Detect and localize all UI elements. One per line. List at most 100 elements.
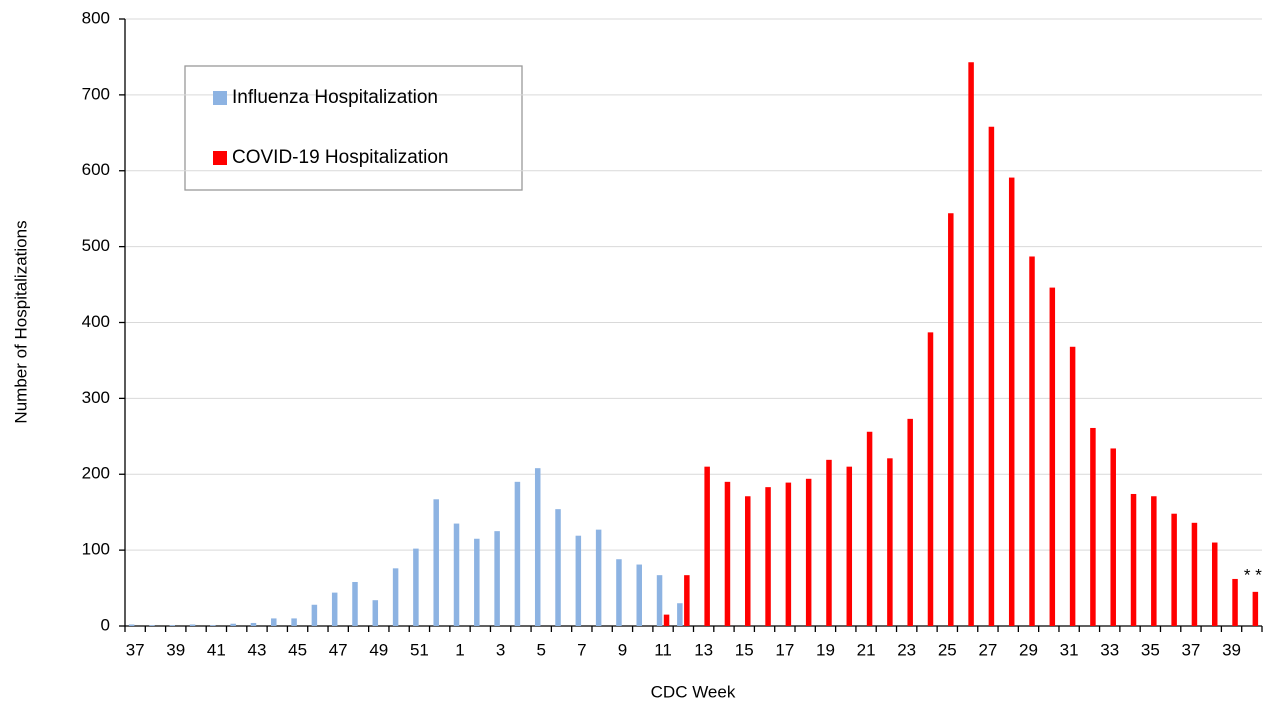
bar bbox=[575, 535, 582, 626]
y-tick-label: 0 bbox=[101, 615, 110, 634]
bar bbox=[331, 592, 338, 626]
x-tick-label: 13 bbox=[694, 640, 713, 659]
x-tick-label: 15 bbox=[735, 640, 754, 659]
bar bbox=[785, 482, 792, 626]
bar bbox=[210, 625, 216, 626]
bar bbox=[494, 531, 500, 626]
bar bbox=[765, 487, 771, 626]
x-tick-label: 33 bbox=[1100, 640, 1119, 659]
bar bbox=[271, 618, 277, 626]
bar bbox=[555, 509, 561, 626]
x-tick-label: 51 bbox=[410, 640, 429, 659]
bar bbox=[128, 624, 135, 626]
bar bbox=[663, 614, 670, 626]
legend-swatch bbox=[213, 151, 227, 165]
bar bbox=[474, 538, 480, 626]
bar bbox=[534, 468, 541, 626]
bar bbox=[1191, 522, 1198, 626]
bar bbox=[684, 575, 690, 626]
bar bbox=[169, 625, 176, 626]
bar bbox=[927, 332, 934, 626]
x-tick-label: 23 bbox=[897, 640, 916, 659]
bar bbox=[805, 478, 812, 626]
x-tick-label: 45 bbox=[288, 640, 307, 659]
bar bbox=[677, 603, 683, 626]
bar bbox=[352, 581, 358, 626]
x-tick-label: 37 bbox=[126, 640, 145, 659]
y-tick-label: 500 bbox=[82, 236, 110, 255]
bar bbox=[826, 459, 832, 626]
x-tick-label: 17 bbox=[775, 640, 794, 659]
x-tick-label: 5 bbox=[536, 640, 545, 659]
bar bbox=[704, 466, 710, 626]
bar bbox=[291, 618, 297, 626]
x-tick-label: 19 bbox=[816, 640, 835, 659]
bar bbox=[453, 523, 460, 626]
legend-label: Influenza Hospitalization bbox=[232, 87, 438, 108]
x-tick-label: 41 bbox=[207, 640, 226, 659]
bar bbox=[433, 499, 439, 626]
y-tick-label: 400 bbox=[82, 312, 110, 331]
bar bbox=[1069, 346, 1076, 626]
y-axis-title: Number of Hospitalizations bbox=[11, 220, 30, 423]
x-tick-label: 9 bbox=[618, 640, 627, 659]
bar bbox=[1171, 513, 1177, 626]
bar bbox=[1008, 177, 1015, 627]
bar bbox=[230, 623, 236, 626]
bar bbox=[1130, 493, 1137, 626]
bar bbox=[1232, 578, 1238, 626]
x-tick-label: 47 bbox=[329, 640, 348, 659]
bar bbox=[907, 418, 913, 626]
bar bbox=[1110, 448, 1116, 626]
bar bbox=[988, 126, 995, 627]
annotation: * * bbox=[1244, 565, 1262, 584]
bar bbox=[846, 466, 853, 626]
x-tick-label: 39 bbox=[166, 640, 185, 659]
bar bbox=[1252, 591, 1259, 626]
bar bbox=[968, 62, 974, 626]
bar bbox=[1151, 496, 1157, 626]
bar bbox=[656, 575, 663, 626]
bar bbox=[250, 622, 257, 626]
y-tick-label: 700 bbox=[82, 84, 110, 103]
y-tick-label: 100 bbox=[82, 540, 110, 559]
x-tick-label: 49 bbox=[369, 640, 388, 659]
bar bbox=[413, 548, 419, 626]
x-tick-label: 35 bbox=[1141, 640, 1160, 659]
x-tick-label: 1 bbox=[455, 640, 464, 659]
x-tick-label: 7 bbox=[577, 640, 586, 659]
bar bbox=[866, 431, 873, 626]
bar bbox=[724, 481, 731, 626]
x-tick-label: 11 bbox=[654, 640, 672, 659]
x-tick-label: 31 bbox=[1060, 640, 1079, 659]
legend-box bbox=[184, 65, 523, 191]
legend-swatch bbox=[213, 91, 227, 105]
x-tick-label: 25 bbox=[938, 640, 957, 659]
bar bbox=[514, 481, 521, 626]
y-tick-label: 200 bbox=[82, 464, 110, 483]
x-axis-title: CDC Week bbox=[651, 682, 736, 701]
bar bbox=[595, 529, 602, 626]
bar bbox=[636, 564, 642, 626]
x-tick-label: 29 bbox=[1019, 640, 1038, 659]
x-tick-label: 3 bbox=[496, 640, 505, 659]
x-tick-label: 43 bbox=[248, 640, 267, 659]
y-tick-label: 800 bbox=[82, 8, 110, 27]
bar bbox=[189, 624, 196, 626]
x-tick-label: 37 bbox=[1181, 640, 1200, 659]
bar bbox=[616, 559, 622, 626]
bar bbox=[311, 604, 318, 626]
bar bbox=[745, 496, 751, 626]
y-tick-label: 300 bbox=[82, 388, 110, 407]
bar bbox=[1049, 287, 1056, 626]
bar bbox=[149, 625, 155, 626]
y-tick-label: 600 bbox=[82, 160, 110, 179]
legend-label: COVID-19 Hospitalization bbox=[232, 147, 448, 168]
bar bbox=[1029, 256, 1035, 626]
x-tick-label: 27 bbox=[978, 640, 997, 659]
bar bbox=[372, 600, 379, 626]
x-tick-label: 39 bbox=[1222, 640, 1241, 659]
bar bbox=[1211, 542, 1218, 626]
bar bbox=[392, 568, 399, 626]
